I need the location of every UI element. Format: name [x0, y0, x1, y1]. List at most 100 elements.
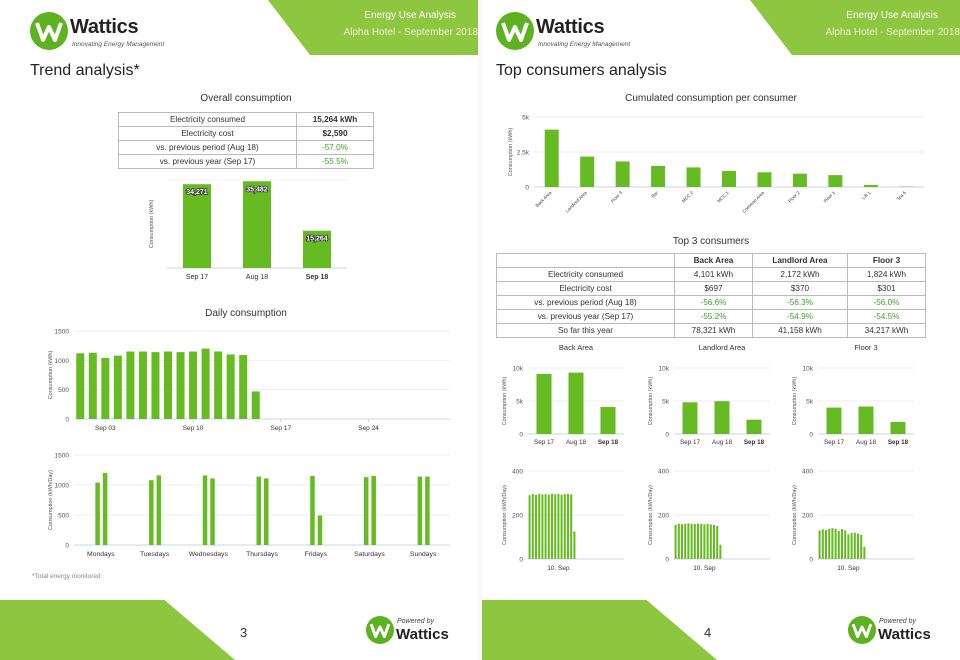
- brand-tagline: Innovating Energy Management: [72, 41, 165, 48]
- y-tick-label: 400: [658, 469, 669, 476]
- bar: [826, 407, 842, 434]
- bar: [243, 181, 271, 268]
- bar: [113, 355, 122, 419]
- y-axis-label: Consumption (kWh/Day): [792, 485, 798, 545]
- bar: [746, 419, 762, 434]
- bar: [719, 544, 722, 559]
- y-tick-label: 500: [58, 513, 69, 520]
- kpi-value: 15,264 kWh: [296, 112, 374, 127]
- chart-title: Back Area: [559, 343, 594, 352]
- y-tick-label: 1000: [55, 483, 70, 490]
- y-tick-label: 0: [665, 557, 669, 564]
- bar: [538, 493, 541, 559]
- y-tick-label: 1500: [55, 329, 70, 336]
- bar: [541, 494, 544, 559]
- table-row: vs. previous period (Aug 18) -57.0%: [118, 140, 374, 155]
- bar: [189, 351, 198, 419]
- x-tick-label: Sundays: [410, 551, 437, 558]
- table-row: Electricity cost $697 $370 $301: [496, 281, 927, 296]
- bar: [792, 173, 807, 187]
- wattics-w-icon: [366, 616, 394, 644]
- brand-tagline: Innovating Energy Management: [538, 41, 631, 48]
- top3-kpi-table: Back Area Landlord Area Floor 3 Electric…: [496, 253, 927, 338]
- kpi-label: Electricity cost: [118, 126, 297, 141]
- report-title: Energy Use Analysis: [846, 10, 938, 21]
- x-tick-label: Lift 1: [861, 190, 872, 201]
- x-tick-label: Tuesdays: [140, 551, 170, 558]
- y-axis-label: Consumption (kWh): [149, 200, 155, 249]
- bar: [317, 515, 323, 545]
- bar: [696, 523, 700, 559]
- bar: [102, 473, 108, 545]
- floor3-trend-chart: Floor 3 0 5k 10k Consumption (kWh) Sep 17 Aug …: [792, 343, 914, 446]
- bar: [828, 175, 843, 187]
- x-tick-label: Floor 2: [787, 190, 801, 204]
- y-tick-label: 500: [58, 387, 69, 394]
- kpi-value: $370: [751, 281, 848, 296]
- y-tick-label: 200: [512, 513, 523, 520]
- y-axis-label: Consumption (kWh/Day): [648, 485, 654, 545]
- bar: [847, 534, 850, 559]
- table-row: Electricity cost $2,590: [118, 126, 374, 141]
- x-tick-label: Sep 18: [306, 274, 329, 281]
- kpi-value: -56.3%: [751, 295, 848, 310]
- bar: [828, 528, 831, 559]
- report-page-4: Energy Use Analysis Alpha Hotel - Septem…: [482, 0, 960, 660]
- bar: [151, 352, 160, 419]
- y-axis-label: Consumption (kWh): [502, 377, 508, 426]
- y-tick-label: 200: [802, 513, 813, 520]
- bar: [210, 478, 215, 545]
- bar: [156, 475, 162, 545]
- bar: [264, 478, 269, 545]
- bar: [138, 351, 147, 419]
- kpi-value: 78,321 kWh: [674, 323, 753, 338]
- bar: [580, 156, 595, 187]
- kpi-label: vs. previous period (Aug 18): [496, 295, 675, 310]
- x-tick-label: Fridays: [305, 551, 328, 558]
- bar: [821, 529, 824, 559]
- page-title: Top consumers analysis: [496, 62, 667, 79]
- x-tick-label: Wednesdays: [189, 551, 229, 558]
- bar: [570, 494, 573, 559]
- table-header-cell: Landlord Area: [751, 253, 848, 268]
- y-tick-label: 5k: [516, 399, 524, 406]
- bar: [568, 372, 584, 434]
- x-tick-label: Sep 17: [680, 439, 700, 446]
- bar: [600, 406, 616, 434]
- x-tick-label: Thursdays: [246, 551, 278, 558]
- bar: [547, 494, 550, 559]
- bar: [239, 355, 248, 419]
- y-axis-label: Consumption (kWh): [648, 377, 654, 426]
- x-tick-label: Aug 18: [856, 439, 876, 446]
- table-row: vs. previous year (Sep 17) -55.5%: [118, 154, 374, 169]
- bar: [856, 533, 860, 559]
- x-tick-label: Back Area: [534, 190, 552, 208]
- bar: [706, 523, 709, 559]
- powered-by-logo: Powered by Wattics: [366, 614, 456, 648]
- kpi-value: $2,590: [296, 126, 374, 141]
- kpi-value: 2,172 kWh: [751, 267, 848, 282]
- kpi-value: $697: [674, 281, 753, 296]
- bar: [831, 528, 834, 559]
- overall-consumption-chart: Consumption (kWh) 34,271 Sep 17 35,482 Aug 1…: [149, 179, 347, 281]
- kpi-value: $301: [846, 281, 927, 296]
- bar: [101, 357, 110, 419]
- kpi-value: -55.2%: [674, 309, 753, 324]
- x-tick-label: Sep 18: [744, 439, 765, 446]
- y-tick-label: 5k: [662, 399, 670, 406]
- bar: [226, 354, 235, 419]
- table-header-cell: Back Area: [674, 253, 753, 268]
- x-tick-label: Common Area: [741, 190, 765, 214]
- y-tick-label: 5k: [522, 115, 530, 122]
- report-subtitle: Alpha Hotel - September 2018: [825, 27, 960, 38]
- table-row: Back Area Landlord Area Floor 3: [496, 253, 927, 268]
- bar: [88, 352, 97, 419]
- y-tick-label: 0: [525, 185, 529, 192]
- x-tick-label: Sep 03: [95, 425, 116, 432]
- kpi-label: vs. previous year (Sep 17): [496, 309, 675, 324]
- kpi-label: Electricity consumed: [118, 112, 297, 127]
- bar: [417, 476, 423, 545]
- bar: [722, 170, 736, 187]
- bar: [686, 167, 701, 187]
- kpi-label: Electricity consumed: [496, 267, 675, 282]
